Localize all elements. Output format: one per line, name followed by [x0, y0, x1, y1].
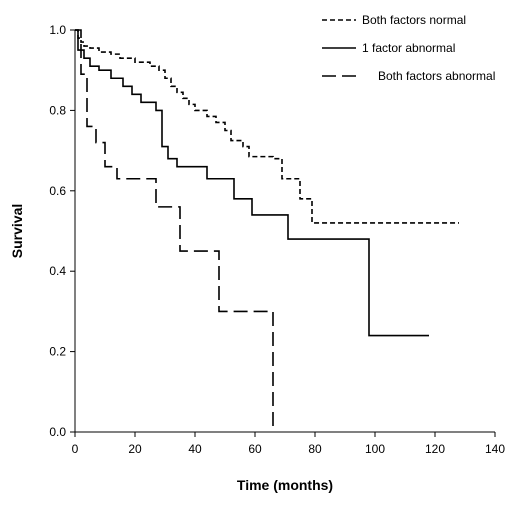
series-line-3 — [75, 29, 274, 432]
legend-label-1: Both factors normal — [362, 13, 466, 27]
tick-marks: 0 20 40 60 80 100 120 140 0.0 0.2 0.4 0.6 0.8 1.0 — [49, 23, 505, 456]
y-tick-label: 1.0 — [49, 23, 66, 37]
x-tick-label: 60 — [248, 442, 262, 456]
x-tick-label: 120 — [425, 442, 445, 456]
axes — [74, 30, 495, 433]
series-line-2 — [75, 29, 429, 337]
legend: Both factors normal 1 factor abnormal Both… — [322, 13, 495, 83]
y-tick-label: 0.8 — [49, 103, 66, 117]
x-tick-label: 140 — [485, 442, 505, 456]
x-axis-title: Time (months) — [237, 477, 333, 493]
x-tick-label: 20 — [128, 442, 142, 456]
x-tick-label: 40 — [188, 442, 202, 456]
y-tick-label: 0.6 — [49, 184, 66, 198]
x-tick-label: 80 — [308, 442, 322, 456]
legend-label-2: 1 factor abnormal — [362, 41, 455, 55]
series-line-1 — [75, 29, 459, 224]
y-axis-title: Survival — [9, 204, 25, 258]
plot-area — [75, 29, 459, 432]
y-tick-label: 0.2 — [49, 345, 66, 359]
y-tick-label: 0.0 — [49, 425, 66, 439]
legend-label-3: Both factors abnormal — [378, 69, 495, 83]
x-tick-label: 100 — [365, 442, 385, 456]
x-tick-label: 0 — [72, 442, 79, 456]
y-tick-label: 0.4 — [49, 264, 66, 278]
